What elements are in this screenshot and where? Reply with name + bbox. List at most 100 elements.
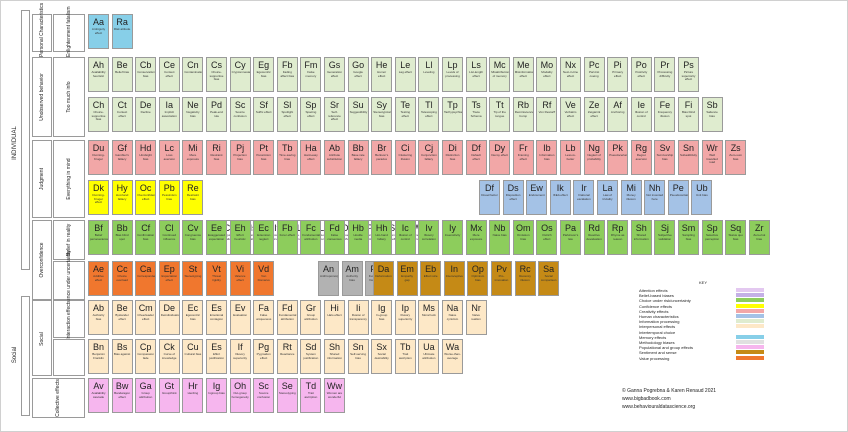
element-name: Threat rigidity xyxy=(212,274,221,282)
element-cell-ga: Ga Group attribution xyxy=(135,378,157,413)
key-row: Populational and group effects xyxy=(639,345,769,350)
element-symbol: Na xyxy=(446,303,459,313)
element-cell-pe: PePseudocertainty xyxy=(667,180,689,215)
element-symbol: Iv xyxy=(425,223,433,233)
element-symbol: Fa xyxy=(258,303,269,313)
element-symbol: Sv xyxy=(659,143,671,153)
element-name: Subjective validation xyxy=(657,233,672,241)
element-name: Not invented here xyxy=(646,193,664,201)
element-name: Information bias xyxy=(539,153,555,161)
element-symbol: Di xyxy=(448,143,457,153)
element-cell-bf: Bf Belief perseverance xyxy=(88,220,109,255)
element-symbol: Av xyxy=(93,381,104,391)
element-symbol: Os xyxy=(541,223,553,233)
element-name: Clustering illusion xyxy=(398,153,413,161)
element-cell-sh: Sh Shared information xyxy=(630,220,652,255)
element-symbol: Nx xyxy=(565,60,576,70)
credits: © Ganna Pogrebna & Karen Renaud 2021 www… xyxy=(622,387,772,411)
element-cell-sp: Sp Spacing effect xyxy=(300,97,322,132)
element-cell-sh: Sh Shared information xyxy=(324,339,345,374)
element-name: Base rate fallacy xyxy=(351,153,365,161)
element-cell-ie: Ie Illusion of control xyxy=(630,97,652,132)
element-name: Endowment xyxy=(528,193,545,197)
element-name: Authority bias xyxy=(92,313,105,321)
element-name: Ultimate attribution xyxy=(422,352,436,360)
element-symbol: Sg xyxy=(385,223,404,234)
element-symbol: Du xyxy=(92,143,105,153)
bigbadbook-url[interactable]: www.bigbadbook.com xyxy=(622,396,671,402)
element-name: Law of the instrument xyxy=(291,233,310,241)
element-symbol: Vd xyxy=(258,264,270,274)
element-symbol: Ch xyxy=(92,100,105,110)
element-cell-sl: Sl Spotlight effect xyxy=(276,97,298,132)
element-name: Humor effect xyxy=(377,70,387,78)
element-symbol: Go xyxy=(352,60,365,70)
element-cell-mx: Mx Mere exposure xyxy=(465,220,487,255)
element-symbol: Sm xyxy=(681,223,696,233)
element-name: Source confusion xyxy=(257,391,271,399)
element-name: Default effect xyxy=(471,153,481,161)
element-name: Availability cascade xyxy=(91,391,106,399)
key-swatch xyxy=(736,288,764,292)
element-name: Authority bias xyxy=(346,274,359,282)
element-symbol: Pd xyxy=(210,100,222,110)
element-name: Trace Schema xyxy=(470,110,482,118)
element-cell-pg: Pg Pygmalion effect xyxy=(253,339,275,374)
element-symbol: Mc xyxy=(493,60,506,70)
element-symbol: Ab xyxy=(92,303,104,313)
element-cell-iy: Iy Insensitivity xyxy=(442,220,463,255)
key-swatch xyxy=(736,298,764,303)
element-symbol: Sy xyxy=(376,100,387,110)
element-symbol: Ic xyxy=(401,223,409,233)
element-symbol: Ng xyxy=(588,143,600,153)
element-name: System justification xyxy=(303,352,319,360)
element-cell-hr: Hr Herding xyxy=(182,378,204,413)
element-symbol: Pt xyxy=(259,143,268,153)
element-name: Curse of knowledge xyxy=(162,352,177,360)
element-cell-vd: Vd Von Domarus xyxy=(253,261,275,296)
element-symbol: Lb xyxy=(565,143,576,153)
element-name: Tip of the tongue xyxy=(493,110,506,118)
element-name: Zero-sum bias xyxy=(729,153,743,161)
behavioural-url[interactable]: www.behaviouraldatascience.org xyxy=(622,404,696,410)
element-name: Survivorship bias xyxy=(656,153,674,161)
element-symbol: Bw xyxy=(115,381,129,391)
element-cell-de: De Decline xyxy=(135,97,157,132)
element-cell-rt: Rt Reactance xyxy=(276,339,298,374)
key-label: Sentiment and sense xyxy=(639,350,677,356)
element-cell-br: Br Berkson's paradox xyxy=(371,140,393,175)
element-cell-op: Op Optimism bias xyxy=(467,261,489,296)
element-name: Valence effect xyxy=(234,274,246,282)
element-name: Fundamental attribution xyxy=(302,233,320,241)
element-symbol: Ck xyxy=(163,342,175,352)
element-symbol: Ls xyxy=(471,60,481,70)
element-cell-zs: Zs Zero-sum bias xyxy=(725,140,747,175)
element-cell-gr: Gr Group attribution xyxy=(300,300,322,335)
element-name: Hot-hand fallacy xyxy=(115,193,129,201)
element-cell-oc: Oc Overconfidence effect xyxy=(135,180,157,215)
element-name: Illusion of control xyxy=(634,110,648,118)
element-name: Google effect xyxy=(353,70,363,78)
element-name: Cheerleader effect xyxy=(137,313,154,321)
element-name: Risk attitude xyxy=(113,27,131,31)
element-cell-sy: Sy Stereotypical bias xyxy=(371,97,393,132)
element-name: Reminiscence bump xyxy=(514,110,534,118)
element-symbol: Ga xyxy=(139,381,152,391)
element-name: Regret aversion xyxy=(635,153,647,161)
element-name: Source confusion xyxy=(233,110,247,118)
element-cell-fb: Fb Forer effect xyxy=(276,220,298,255)
element-name: Self-serving bias xyxy=(350,352,367,360)
element-symbol: Cb xyxy=(139,60,152,70)
element-name: Suggestibility xyxy=(349,110,368,114)
element-name: Effort heuristic xyxy=(234,233,246,241)
element-name: Ingroup bias xyxy=(208,391,225,395)
key-swatch xyxy=(736,324,764,329)
element-cell-hi: Hi Halo effect xyxy=(324,300,345,335)
element-cell-wa: Wa Worse-than-average xyxy=(442,339,463,374)
element-cell-dy: Dy Decoy effect xyxy=(489,140,511,175)
element-symbol: Pb xyxy=(163,183,175,193)
element-symbol: St xyxy=(188,264,198,274)
element-cell-ls: Ls List-length effect xyxy=(465,57,487,92)
element-name: Context effect xyxy=(116,110,128,118)
element-cell-nh: Nh Not invented here xyxy=(644,180,666,215)
